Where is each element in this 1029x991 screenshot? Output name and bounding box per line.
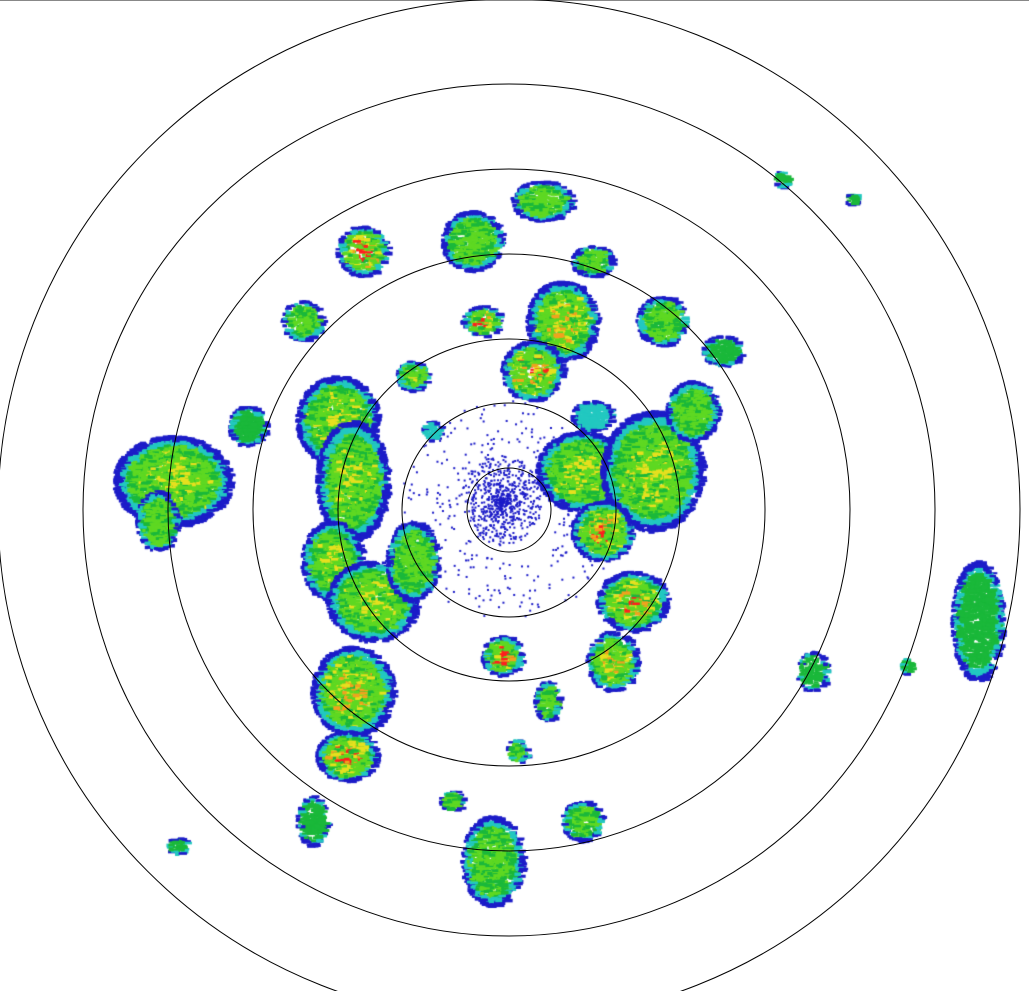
range-ring-6 (82, 83, 936, 937)
range-ring-5 (167, 168, 851, 852)
range-ring-1 (466, 467, 552, 553)
range-ring-2 (401, 402, 617, 618)
range-ring-4 (252, 253, 766, 767)
range-ring-3 (337, 338, 681, 682)
